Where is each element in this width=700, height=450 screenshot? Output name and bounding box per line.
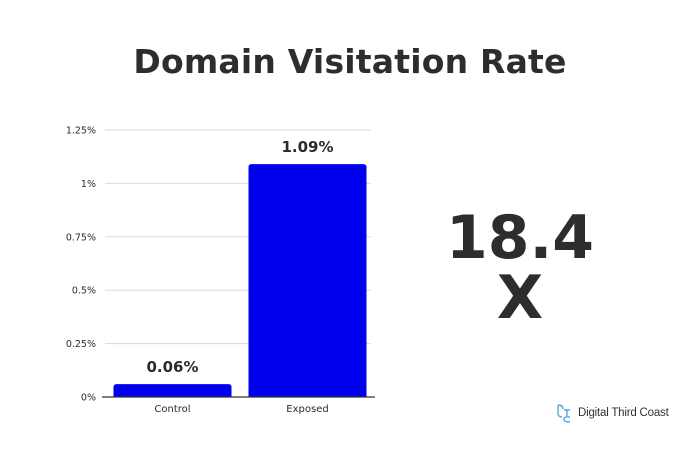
x-tick-label: Exposed	[286, 404, 328, 415]
brand-name: Digital Third Coast	[578, 407, 669, 419]
dtc-logo-icon	[555, 403, 573, 423]
bar	[113, 384, 232, 397]
y-axis-tick-labels: 0% 0.25% 0.5% 0.75% 1% 1.25%	[66, 126, 96, 404]
y-tick-label: 0.5%	[72, 286, 96, 297]
y-tick-label: 1%	[81, 179, 96, 190]
y-tick-label: 1.25%	[66, 126, 96, 137]
multiplier-stat: 18.4 X	[445, 203, 595, 333]
data-label: 0.06%	[146, 358, 198, 376]
x-tick-label: Control	[154, 404, 190, 415]
chart-title: Domain Visitation Rate	[133, 42, 567, 81]
bar	[248, 164, 367, 397]
y-tick-label: 0.75%	[66, 232, 96, 243]
bars	[113, 164, 367, 397]
data-label: 1.09%	[281, 138, 333, 156]
x-axis-tick-labels: Control Exposed	[154, 404, 328, 415]
y-tick-label: 0.25%	[66, 339, 96, 350]
y-tick-label: 0%	[81, 393, 96, 404]
data-labels: 0.06% 1.09%	[146, 138, 333, 376]
brand-logo: Digital Third Coast	[555, 403, 669, 423]
